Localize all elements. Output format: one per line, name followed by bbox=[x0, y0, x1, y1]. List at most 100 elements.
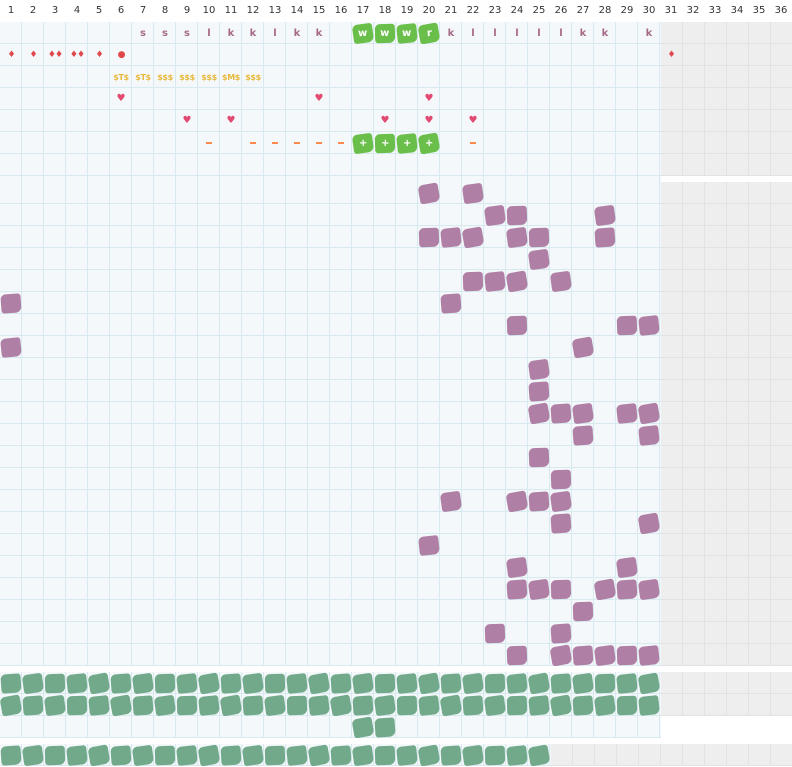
tracker-cell[interactable] bbox=[132, 744, 154, 766]
tracker-cell[interactable]: ♦ bbox=[88, 44, 110, 66]
tracker-cell[interactable] bbox=[22, 672, 44, 694]
tracker-cell[interactable] bbox=[286, 744, 308, 766]
tracker-cell[interactable] bbox=[308, 132, 330, 154]
tracker-cell[interactable] bbox=[484, 694, 506, 716]
tracker-cell[interactable] bbox=[528, 446, 550, 468]
tracker-cell[interactable] bbox=[352, 672, 374, 694]
tracker-cell[interactable] bbox=[462, 744, 484, 766]
tracker-cell[interactable] bbox=[440, 672, 462, 694]
tracker-cell[interactable]: + bbox=[396, 132, 418, 154]
tracker-cell[interactable] bbox=[550, 672, 572, 694]
tracker-cell[interactable]: l bbox=[506, 22, 528, 44]
tracker-cell[interactable]: ♦ bbox=[0, 44, 22, 66]
tracker-cell[interactable] bbox=[572, 672, 594, 694]
tracker-cell[interactable] bbox=[594, 672, 616, 694]
tracker-cell[interactable]: w bbox=[352, 22, 374, 44]
tracker-cell[interactable]: w bbox=[374, 22, 396, 44]
tracker-cell[interactable] bbox=[616, 402, 638, 424]
tracker-cell[interactable]: ♥ bbox=[374, 110, 396, 132]
tracker-cell[interactable] bbox=[264, 132, 286, 154]
tracker-cell[interactable] bbox=[572, 600, 594, 622]
tracker-cell[interactable]: ♥ bbox=[110, 88, 132, 110]
tracker-cell[interactable] bbox=[440, 490, 462, 512]
tracker-cell[interactable] bbox=[484, 672, 506, 694]
tracker-cell[interactable]: l bbox=[462, 22, 484, 44]
tracker-cell[interactable] bbox=[66, 694, 88, 716]
tracker-cell[interactable] bbox=[550, 622, 572, 644]
tracker-cell[interactable] bbox=[506, 578, 528, 600]
tracker-cell[interactable] bbox=[638, 672, 660, 694]
tracker-cell[interactable]: l bbox=[550, 22, 572, 44]
tracker-cell[interactable] bbox=[308, 744, 330, 766]
tracker-cell[interactable] bbox=[550, 402, 572, 424]
tracker-cell[interactable]: ♦ bbox=[22, 44, 44, 66]
tracker-cell[interactable] bbox=[330, 132, 352, 154]
tracker-cell[interactable] bbox=[66, 744, 88, 766]
tracker-cell[interactable] bbox=[88, 694, 110, 716]
tracker-cell[interactable] bbox=[308, 694, 330, 716]
tracker-cell[interactable] bbox=[572, 424, 594, 446]
tracker-cell[interactable] bbox=[374, 672, 396, 694]
tracker-cell[interactable]: $$$ bbox=[242, 66, 264, 88]
tracker-cell[interactable] bbox=[242, 744, 264, 766]
tracker-cell[interactable] bbox=[616, 314, 638, 336]
tracker-cell[interactable] bbox=[396, 672, 418, 694]
tracker-cell[interactable] bbox=[550, 468, 572, 490]
tracker-cell[interactable] bbox=[418, 534, 440, 556]
tracker-cell[interactable] bbox=[396, 744, 418, 766]
tracker-cell[interactable] bbox=[418, 226, 440, 248]
tracker-cell[interactable]: ♦ bbox=[660, 44, 682, 66]
tracker-cell[interactable] bbox=[528, 672, 550, 694]
tracker-cell[interactable]: l bbox=[528, 22, 550, 44]
tracker-cell[interactable] bbox=[440, 744, 462, 766]
tracker-cell[interactable]: $T$ bbox=[110, 66, 132, 88]
tracker-cell[interactable] bbox=[154, 694, 176, 716]
tracker-cell[interactable] bbox=[330, 672, 352, 694]
tracker-cell[interactable] bbox=[198, 672, 220, 694]
tracker-cell[interactable] bbox=[44, 694, 66, 716]
tracker-cell[interactable]: $T$ bbox=[132, 66, 154, 88]
tracker-cell[interactable]: ♦♦ bbox=[44, 44, 66, 66]
tracker-cell[interactable] bbox=[418, 182, 440, 204]
tracker-cell[interactable] bbox=[418, 744, 440, 766]
tracker-cell[interactable] bbox=[528, 380, 550, 402]
tracker-cell[interactable]: s bbox=[132, 22, 154, 44]
tracker-cell[interactable] bbox=[594, 578, 616, 600]
tracker-cell[interactable] bbox=[528, 744, 550, 766]
tracker-cell[interactable]: k bbox=[308, 22, 330, 44]
tracker-cell[interactable] bbox=[616, 694, 638, 716]
tracker-cell[interactable] bbox=[264, 744, 286, 766]
tracker-cell[interactable]: $$$ bbox=[176, 66, 198, 88]
tracker-cell[interactable] bbox=[440, 292, 462, 314]
tracker-cell[interactable] bbox=[616, 672, 638, 694]
tracker-cell[interactable] bbox=[352, 694, 374, 716]
tracker-cell[interactable] bbox=[528, 358, 550, 380]
tracker-cell[interactable] bbox=[528, 402, 550, 424]
tracker-cell[interactable] bbox=[198, 694, 220, 716]
tracker-cell[interactable] bbox=[550, 578, 572, 600]
tracker-cell[interactable] bbox=[484, 204, 506, 226]
tracker-cell[interactable] bbox=[528, 490, 550, 512]
tracker-cell[interactable]: s bbox=[176, 22, 198, 44]
tracker-cell[interactable] bbox=[506, 490, 528, 512]
tracker-cell[interactable] bbox=[572, 644, 594, 666]
tracker-cell[interactable] bbox=[220, 744, 242, 766]
tracker-cell[interactable] bbox=[550, 694, 572, 716]
tracker-cell[interactable]: + bbox=[418, 132, 440, 154]
tracker-cell[interactable] bbox=[110, 672, 132, 694]
tracker-cell[interactable] bbox=[616, 578, 638, 600]
tracker-cell[interactable]: k bbox=[286, 22, 308, 44]
tracker-cell[interactable]: k bbox=[242, 22, 264, 44]
tracker-cell[interactable] bbox=[308, 672, 330, 694]
tracker-cell[interactable] bbox=[154, 672, 176, 694]
tracker-cell[interactable] bbox=[44, 672, 66, 694]
tracker-cell[interactable] bbox=[198, 132, 220, 154]
tracker-cell[interactable] bbox=[44, 744, 66, 766]
tracker-cell[interactable] bbox=[374, 716, 396, 738]
tracker-cell[interactable] bbox=[528, 578, 550, 600]
tracker-cell[interactable] bbox=[88, 744, 110, 766]
tracker-cell[interactable] bbox=[462, 270, 484, 292]
tracker-cell[interactable]: k bbox=[220, 22, 242, 44]
tracker-cell[interactable] bbox=[418, 672, 440, 694]
tracker-cell[interactable] bbox=[638, 512, 660, 534]
